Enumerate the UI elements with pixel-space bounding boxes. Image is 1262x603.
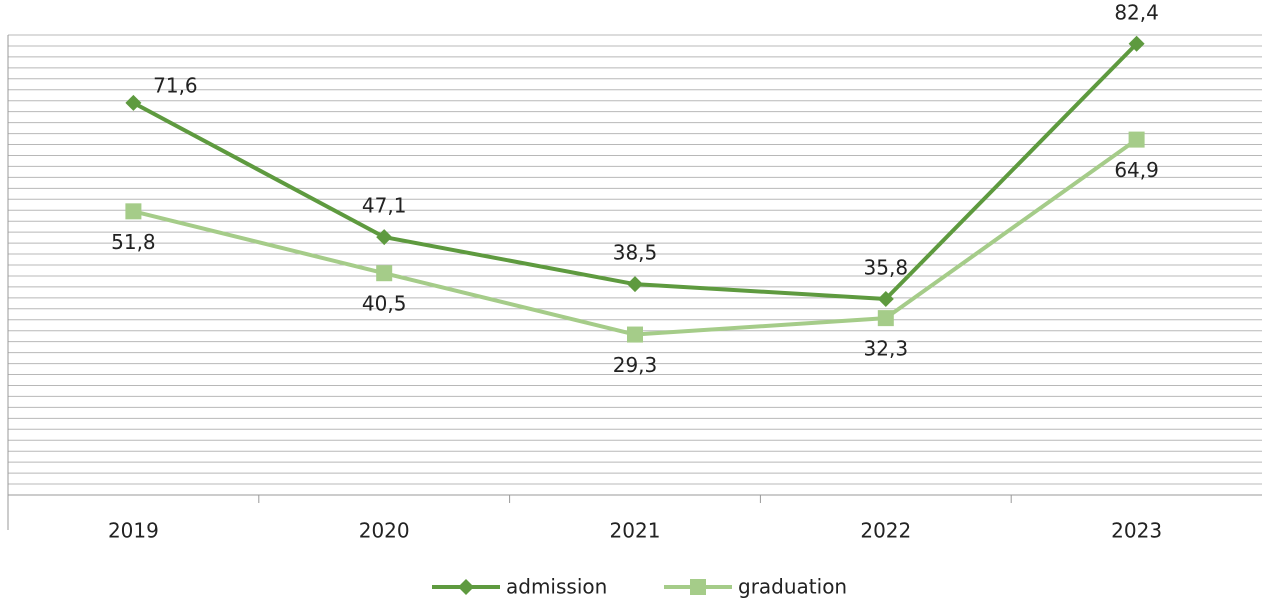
- data-point: [877, 310, 894, 327]
- data-label: 35,8: [864, 255, 909, 279]
- data-label: 82,4: [1114, 0, 1159, 24]
- legend-label: graduation: [738, 575, 847, 599]
- legend-label: admission: [506, 575, 607, 599]
- x-tick-label: 2023: [1111, 519, 1162, 543]
- data-label: 32,3: [864, 337, 909, 361]
- data-point: [376, 265, 393, 282]
- legend-marker: [690, 579, 706, 595]
- data-point: [1128, 131, 1145, 148]
- data-label: 64,9: [1114, 158, 1159, 182]
- data-point: [877, 290, 894, 307]
- data-label: 71,6: [153, 73, 198, 97]
- x-tick-label: 2021: [610, 519, 661, 543]
- legend-marker: [458, 579, 474, 595]
- data-point: [376, 229, 393, 246]
- data-point: [125, 94, 142, 111]
- data-label: 51,8: [111, 230, 156, 254]
- data-label: 38,5: [613, 241, 658, 265]
- x-tick-label: 2020: [359, 519, 410, 543]
- data-label: 29,3: [613, 353, 658, 377]
- x-tick-label: 2022: [860, 519, 911, 543]
- series-line: [132, 137, 1138, 337]
- data-point: [125, 203, 142, 220]
- data-point: [627, 276, 643, 293]
- data-point: [627, 326, 643, 343]
- data-label: 40,5: [362, 292, 407, 316]
- x-tick-label: 2019: [108, 519, 159, 543]
- data-point: [1128, 35, 1145, 52]
- data-label: 47,1: [362, 194, 407, 218]
